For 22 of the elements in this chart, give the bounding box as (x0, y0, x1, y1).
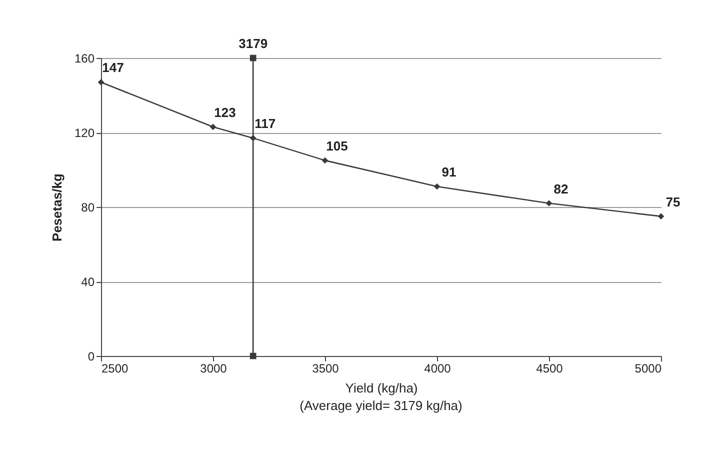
y-tick-label: 80 (81, 200, 95, 214)
x-tick-label: 4000 (424, 362, 452, 376)
text: (Average yield= 3179 kg/ha) (300, 398, 462, 413)
x-tick-label: 4500 (536, 362, 564, 376)
y-tick-label: 120 (74, 126, 95, 140)
data-label: 147 (102, 60, 124, 76)
y-tick-label: 160 (74, 52, 95, 66)
data-label: 105 (326, 138, 348, 154)
x-axis-title: Yield (kg/ha) (345, 380, 418, 396)
x-tick-label: 2500 (102, 362, 129, 376)
y-axis-title: Pesetas/kg (49, 173, 64, 242)
y-tick-label: 40 (81, 275, 95, 289)
data-label: 82 (554, 181, 568, 196)
data-label: 91 (442, 164, 456, 180)
annotation: 3179 (238, 36, 268, 51)
data-label: 123 (214, 104, 236, 120)
data-label: 75 (666, 194, 680, 210)
x-tick-label: 3500 (312, 362, 340, 376)
x-tick-label: 5000 (634, 362, 662, 376)
y-tick-label: 0 (88, 350, 95, 364)
x-tick-label: 3000 (200, 362, 228, 376)
data-label: 117 (254, 116, 276, 132)
